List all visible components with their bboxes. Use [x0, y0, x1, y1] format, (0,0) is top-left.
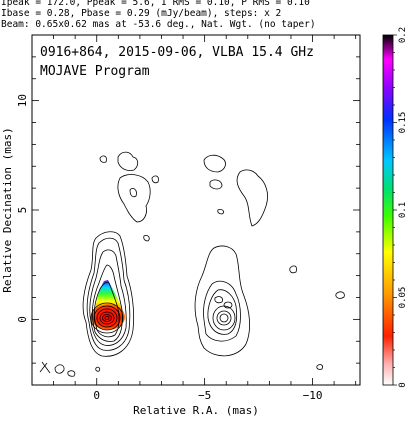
plot-frame [31, 34, 361, 386]
x-tick-label: −10 [303, 389, 323, 402]
colorbar-tick-label: 0.05 [398, 287, 408, 309]
right-contours [194, 154, 345, 370]
y-tick-label: 0 [16, 316, 29, 323]
colorbar-ticks: 0 0.05 0.1 0.15 0.2 [393, 27, 408, 388]
chart-title: 0916+864, 2015-09-06, VLBA 15.4 GHz [40, 45, 314, 60]
header-beam-line: Beam: 0.65x0.62 mas at -53.6 deg., Nat. … [1, 19, 316, 30]
y-axis-ticks: 0 5 10 [16, 34, 360, 386]
y-tick-label: 5 [16, 207, 29, 214]
colorbar-tick-label: 0.15 [398, 112, 408, 134]
colorbar [383, 35, 393, 385]
y-tick-label: 10 [16, 94, 29, 107]
header-stats-line-2: Ibase = 0.28, Pbase = 0.29 (mJy/beam), s… [1, 8, 282, 19]
x-axis-label: Relative R.A. (mas) [133, 404, 259, 417]
y-axis-label: Relative Decination (mas) [1, 127, 14, 293]
colorbar-tick-label: 0.1 [398, 202, 408, 218]
header-stats-line-1: Ipeak = 172.0, Ppeak = 5.6, I RMS = 0.10… [1, 0, 310, 8]
colorbar-tick-label: 0.2 [398, 27, 408, 43]
left-contours [39, 151, 159, 377]
x-tick-label: −5 [198, 389, 211, 402]
chart-subtitle: MOJAVE Program [40, 64, 150, 79]
x-tick-label: 0 [93, 389, 100, 402]
x-axis-ticks: 0 −5 −10 [31, 35, 357, 402]
colorbar-tick-label: 0 [398, 382, 408, 387]
